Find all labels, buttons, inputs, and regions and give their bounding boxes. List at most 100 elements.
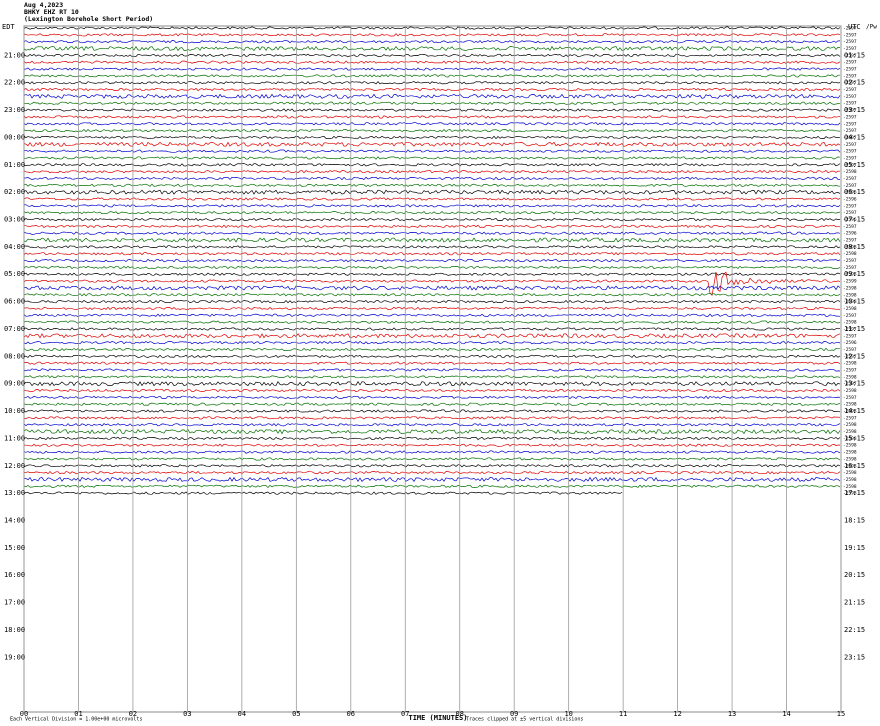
x-tick-label: 11 [619, 710, 627, 718]
right-hour-label: 09:15 [844, 270, 865, 278]
trace-label: -2598 [843, 306, 857, 312]
left-hour-label: 02:00 [4, 188, 25, 196]
left-hour-label: 00:00 [4, 133, 25, 141]
x-tick-label: 10 [564, 710, 572, 718]
left-hour-label: 22:00 [4, 79, 25, 87]
left-hour-label: 17:00 [4, 599, 25, 607]
trace-label: -2598 [843, 244, 857, 250]
right-hour-label: 10:15 [844, 298, 865, 306]
trace [23, 245, 841, 249]
right-hour-label: 01:15 [844, 51, 865, 59]
x-tick-label: 14 [782, 710, 790, 718]
trace [23, 464, 841, 468]
trace-label: -2596 [843, 190, 857, 196]
trace [23, 272, 841, 276]
left-hour-label: 10:00 [4, 407, 25, 415]
trace-label: -2597 [843, 149, 857, 155]
trace-label: -2598 [843, 484, 857, 490]
trace-label: -2596 [843, 340, 857, 346]
trace-label: -2597 [843, 176, 857, 182]
trace [23, 409, 841, 413]
trace-label: -2598 [843, 470, 857, 476]
trace [23, 93, 841, 100]
left-hour-label: 08:00 [4, 352, 25, 360]
trace [23, 416, 841, 420]
right-hour-label: 23:15 [844, 653, 865, 661]
date: Aug 4,2023 [24, 1, 63, 9]
left-hour-label: 04:00 [4, 243, 25, 251]
trace [23, 368, 841, 372]
trace [23, 470, 841, 475]
trace-label: -2598 [843, 361, 857, 367]
trace-label: -2598 [843, 402, 857, 408]
trace-label: -2597 [843, 203, 857, 209]
x-tick-label: 09 [510, 710, 518, 718]
left-hour-label: 05:00 [4, 270, 25, 278]
trace-label: -2597 [843, 210, 857, 216]
trace-label: -2598 [843, 450, 857, 456]
trace [23, 361, 841, 365]
trace [23, 231, 841, 235]
trace [23, 81, 841, 85]
trace-label: -2596 [843, 231, 857, 237]
trace-label: -2597 [843, 381, 857, 387]
trace-label: -2597 [843, 155, 857, 161]
trace [23, 40, 840, 44]
left-hour-label: 14:00 [4, 516, 25, 524]
trace [23, 327, 841, 331]
trace-label: -2597 [843, 135, 857, 141]
left-hour-label: 21:00 [4, 51, 25, 59]
trace [23, 141, 841, 147]
left-hour-label: 18:00 [4, 626, 25, 634]
trace [23, 237, 841, 243]
trace [23, 491, 623, 495]
x-axis-title: TIME (MINUTES) [408, 714, 467, 722]
left-hour-label: 07:00 [4, 325, 25, 333]
trace [23, 45, 841, 52]
left-hour-label: 12:00 [4, 462, 25, 470]
note-left: Each Vertical Division = 1.00e+00 microv… [10, 717, 142, 723]
trace-label: -2598 [843, 388, 857, 394]
trace [23, 176, 841, 181]
trace-label: -2597 [843, 238, 857, 244]
trace [23, 313, 841, 317]
x-tick-label: 01 [74, 710, 82, 718]
trace [23, 375, 841, 379]
trace [23, 217, 841, 222]
x-tick-label: 03 [183, 710, 191, 718]
right-hour-label: 20:15 [844, 571, 865, 579]
x-tick-label: 02 [129, 710, 137, 718]
trace [23, 53, 841, 57]
trace-label: -2597 [843, 183, 857, 189]
trace [23, 115, 841, 119]
trace [23, 101, 841, 105]
traces [23, 26, 841, 495]
description: (Lexington Borehole Short Period) [24, 15, 153, 23]
trace [23, 197, 841, 201]
x-tick-label: 07 [401, 710, 409, 718]
trace [23, 423, 841, 427]
trace [23, 320, 841, 324]
trace-label: -2598 [843, 477, 857, 483]
left-hour-label: 09:00 [4, 380, 25, 388]
trace-label: -2597 [843, 224, 857, 230]
trace-label: -2597 [843, 354, 857, 360]
trace [23, 135, 841, 140]
trace [23, 204, 841, 208]
trace [23, 484, 841, 489]
trace-label: -2598 [843, 429, 857, 435]
left-hour-label: 01:00 [4, 161, 25, 169]
trace-label: -2597 [843, 128, 857, 134]
trace [23, 436, 841, 441]
trace [23, 26, 841, 30]
trace-label: -2598 [843, 320, 857, 326]
trace-label: -2597 [843, 73, 857, 79]
trace-label: -2597 [843, 60, 857, 66]
trace-label: -2597 [843, 26, 857, 32]
trace [23, 265, 841, 270]
right-hour-label: 11:15 [844, 325, 865, 333]
left-hour-label: 19:00 [4, 653, 25, 661]
trace [23, 211, 841, 215]
trace-label: -2597 [843, 395, 857, 401]
right-hour-label: 18:15 [844, 516, 865, 524]
